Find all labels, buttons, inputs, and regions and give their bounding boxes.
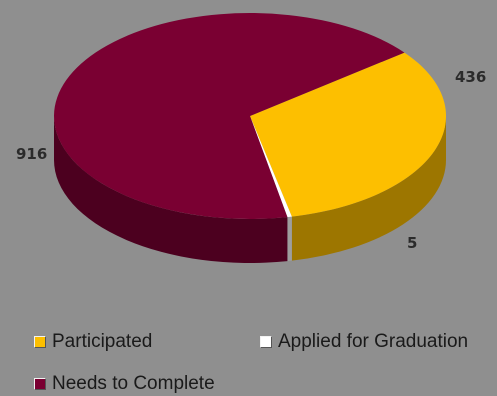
legend-swatch-applied-for-graduation bbox=[260, 336, 272, 348]
legend-label-participated: Participated bbox=[52, 331, 153, 352]
pie-slice-needs-to-complete bbox=[54, 13, 405, 220]
legend-item-participated: Participated bbox=[34, 331, 152, 353]
pie-slice-participated bbox=[250, 52, 447, 217]
legend-label-applied-for-graduation: Applied for Graduation bbox=[278, 331, 469, 352]
data-label-applied: 5 bbox=[407, 234, 418, 252]
legend-swatch-participated bbox=[34, 336, 46, 348]
legend-swatch-needs-to-complete bbox=[34, 378, 46, 390]
pie-side-participated bbox=[291, 116, 446, 261]
pie-slice-applied-for-graduation bbox=[250, 116, 292, 218]
pie-side-needs-to-complete bbox=[54, 116, 288, 263]
pie-side-applied-for-graduation bbox=[287, 216, 292, 262]
legend-label-needs-to-complete: Needs to Complete bbox=[52, 373, 215, 394]
data-label-needs-to-complete: 916 bbox=[16, 145, 48, 163]
legend-item-needs-to-complete: Needs to Complete bbox=[34, 373, 215, 395]
data-label-participated: 436 bbox=[455, 68, 487, 86]
legend-item-applied-for-graduation: Applied for Graduation bbox=[260, 331, 468, 353]
